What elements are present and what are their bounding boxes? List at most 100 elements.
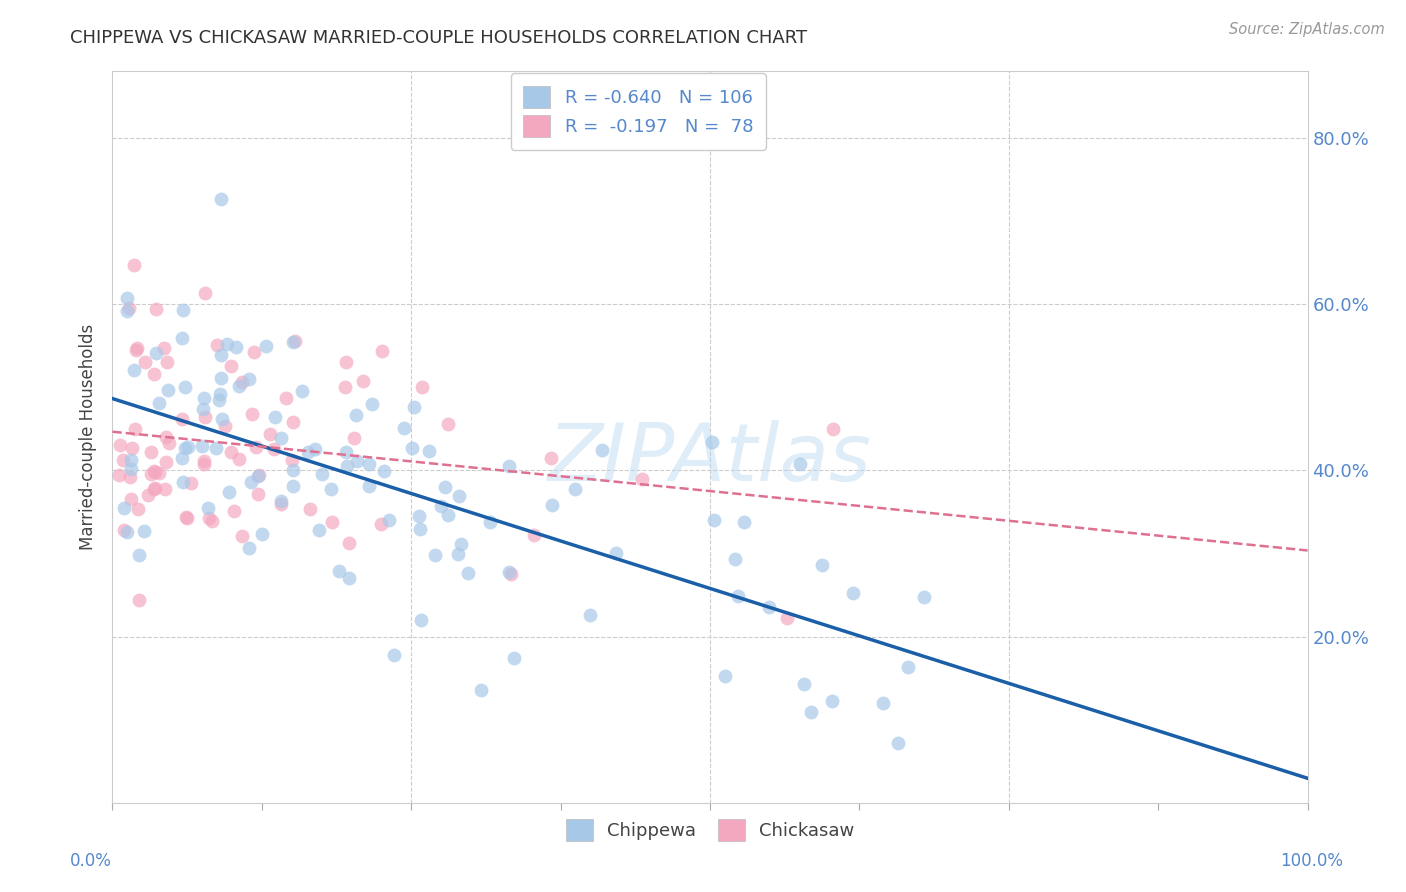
Point [887,736,910,750]
Point [112,524,135,538]
Point [252,527,274,541]
Point [378,513,401,527]
Point [344,408,367,422]
Point [225,340,247,354]
Point [820,693,842,707]
Point [115,524,138,539]
Point [177,440,200,454]
Point [789,458,811,472]
Point [897,660,920,674]
Point [112,500,135,515]
Point [811,558,834,572]
Point [148,396,170,410]
Point [352,375,374,389]
Point [194,285,217,300]
Point [209,371,232,385]
Point [371,344,394,359]
Point [336,458,359,473]
Point [503,651,526,665]
Point [121,453,143,467]
Point [172,475,194,489]
Point [172,330,194,344]
Point [450,536,472,550]
Point [457,566,479,581]
Point [578,608,600,623]
Point [153,341,176,355]
Point [270,497,292,511]
Point [591,442,613,457]
Point [402,400,425,414]
Point [222,504,245,518]
Point [430,500,453,514]
Point [408,508,430,523]
Point [337,535,360,549]
Point [411,613,433,627]
Point [120,469,142,483]
Point [357,457,380,471]
Point [245,440,267,454]
Point [201,514,224,528]
Point [281,463,304,477]
Point [108,468,131,483]
Point [409,522,432,536]
Point [142,482,165,496]
Text: CHIPPEWA VS CHICKASAW MARRIED-COUPLE HOUSEHOLDS CORRELATION CHART: CHIPPEWA VS CHICKASAW MARRIED-COUPLE HOU… [70,29,807,46]
Point [176,511,198,525]
Point [122,363,145,377]
Point [238,372,260,386]
Point [281,478,304,492]
Point [872,696,894,710]
Point [821,422,844,436]
Point [145,301,167,316]
Point [335,445,357,459]
Point [157,383,180,397]
Point [605,546,627,560]
Point [308,524,330,538]
Text: Source: ZipAtlas.com: Source: ZipAtlas.com [1229,22,1385,37]
Point [418,443,440,458]
Point [238,541,260,555]
Point [254,339,277,353]
Point [727,590,749,604]
Point [193,454,215,468]
Point [112,452,135,467]
Point [231,375,253,389]
Point [540,498,562,512]
Point [180,475,202,490]
Point [157,435,180,450]
Point [218,485,240,500]
Point [115,303,138,318]
Point [214,419,236,434]
Point [631,472,654,486]
Point [155,430,177,444]
Point [776,611,799,625]
Point [274,391,297,405]
Point [128,549,150,563]
Point [291,384,314,399]
Point [270,431,292,445]
Point [143,465,166,479]
Point [479,515,502,529]
Point [219,445,242,459]
Point [281,452,304,467]
Point [304,442,326,457]
Point [703,513,725,527]
Point [128,592,150,607]
Point [540,451,562,466]
Point [447,490,470,504]
Point [346,454,368,468]
Point [912,590,935,604]
Point [172,303,194,318]
Point [174,379,197,393]
Point [370,516,392,531]
Point [311,467,333,481]
Point [121,442,143,456]
Point [284,334,307,348]
Point [193,458,215,472]
Point [411,380,433,394]
Point [337,571,360,585]
Point [523,527,546,541]
Point [425,548,447,562]
Point [239,475,262,490]
Point [204,441,226,455]
